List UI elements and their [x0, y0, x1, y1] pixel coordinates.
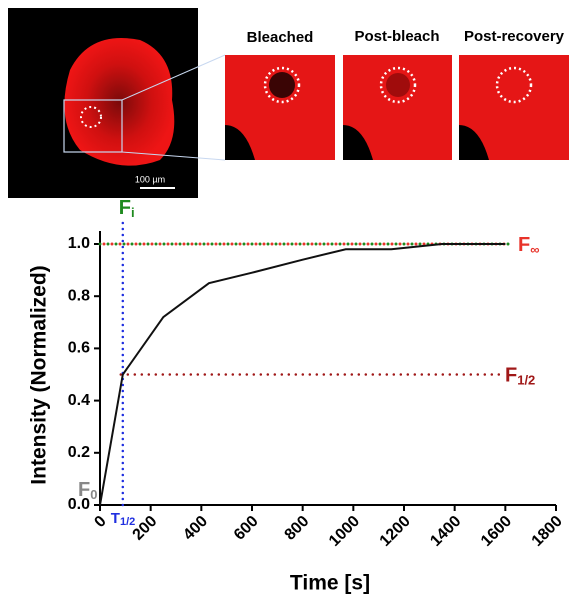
ref-label-sub: ∞ [530, 242, 539, 257]
panel-label: Bleached [247, 29, 314, 46]
y-tick-label: 1.0 [68, 235, 90, 252]
annotation: Fi [119, 197, 135, 220]
annotation-main: F [78, 479, 90, 501]
annotation-sub: 0 [90, 487, 97, 502]
y-tick-label: 0.2 [68, 444, 90, 461]
x-tick-label: 600 [231, 513, 262, 544]
x-tick-label: 400 [180, 513, 211, 544]
cell [64, 38, 174, 166]
panel [343, 55, 452, 160]
y-tick-label: 0.8 [68, 287, 90, 304]
annotation-main: F [119, 197, 131, 219]
x-tick-label: 1400 [427, 513, 464, 550]
ref-label: T1/2 [111, 510, 135, 528]
ref-label: F1/2 [505, 365, 535, 388]
ref-label-sub: 1/2 [120, 516, 135, 528]
figure: 100 µm Bleached Post-bleach Post-recover… [0, 0, 570, 598]
panel [225, 55, 335, 160]
ref-label-main: T [111, 510, 120, 527]
y-axis-label: Intensity (Normalized) [28, 265, 51, 484]
microscopy-images: 100 µm Bleached Post-bleach Post-recover… [8, 8, 569, 198]
panel-label: Post-recovery [464, 28, 565, 45]
ref-label-sub: 1/2 [517, 373, 535, 388]
ref-label-main: F [518, 234, 530, 256]
annotation-sub: i [131, 205, 135, 220]
annotation: F0 [78, 479, 97, 502]
scale-bar-label: 100 µm [135, 174, 165, 184]
panel-label: Post-bleach [354, 28, 439, 45]
ref-label: F∞ [518, 234, 540, 257]
x-tick-label: 800 [282, 513, 313, 544]
x-axis-label: Time [s] [290, 572, 370, 595]
x-tick-label: 1600 [478, 513, 515, 550]
x-tick-label: 0 [91, 513, 109, 531]
y-tick-label: 0.4 [68, 392, 90, 409]
x-tick-label: 1000 [326, 513, 363, 550]
panel [459, 55, 569, 160]
x-tick-label: 1800 [529, 513, 566, 550]
x-tick-label: 1200 [377, 513, 414, 550]
y-tick-label: 0.6 [68, 340, 90, 357]
ref-label-main: F [505, 365, 517, 387]
